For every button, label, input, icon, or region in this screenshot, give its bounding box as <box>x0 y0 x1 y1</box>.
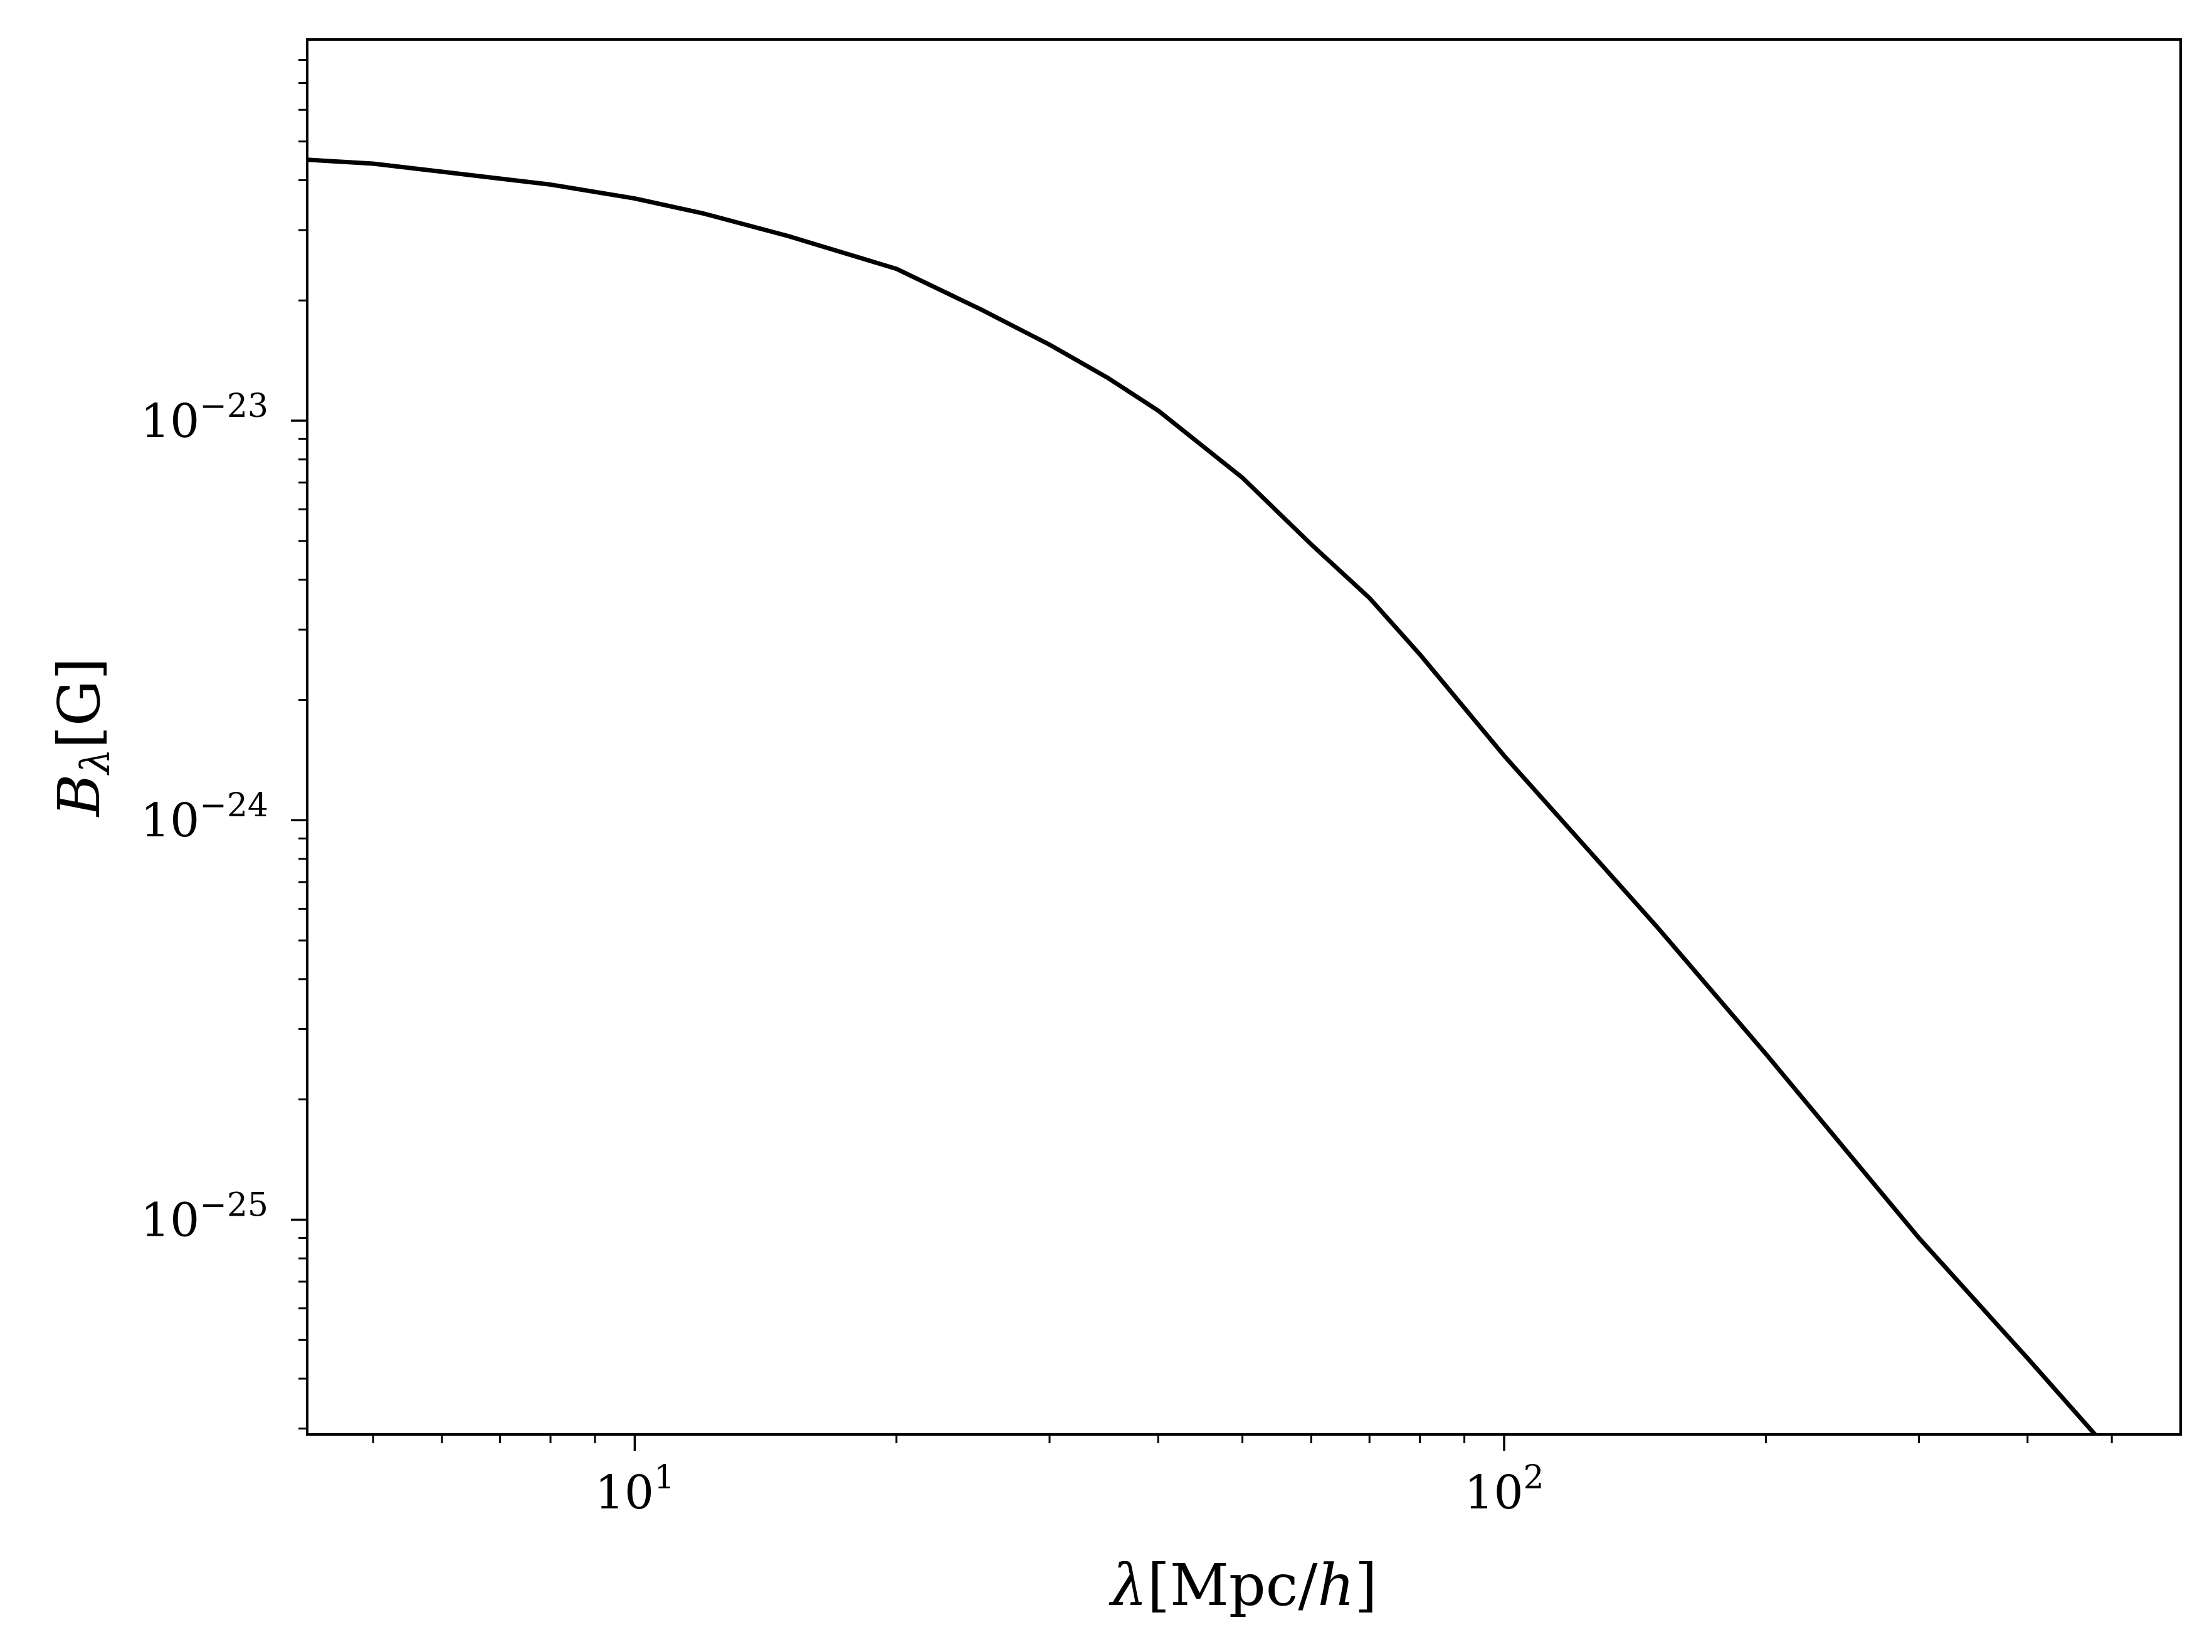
labels-layer: 101 102 10−23 10−24 10−25 λ[Mpc/h] Bλ[G] <box>46 387 1544 1619</box>
x-axis-label: λ[Mpc/h] <box>1109 1552 1377 1619</box>
y-tick-label: 10−23 <box>140 387 268 448</box>
y-tick-label: 10−24 <box>140 787 268 848</box>
x-tick-label: 102 <box>1464 1459 1544 1520</box>
y-axis-label: Bλ[G] <box>46 658 119 818</box>
plot-layer <box>307 157 2099 1434</box>
plot-frame <box>306 38 2182 1436</box>
ticks-layer <box>291 59 2113 1451</box>
series-line-0 <box>307 157 2099 1434</box>
y-tick-label: 10−25 <box>140 1186 268 1247</box>
x-tick-label: 101 <box>595 1459 675 1520</box>
